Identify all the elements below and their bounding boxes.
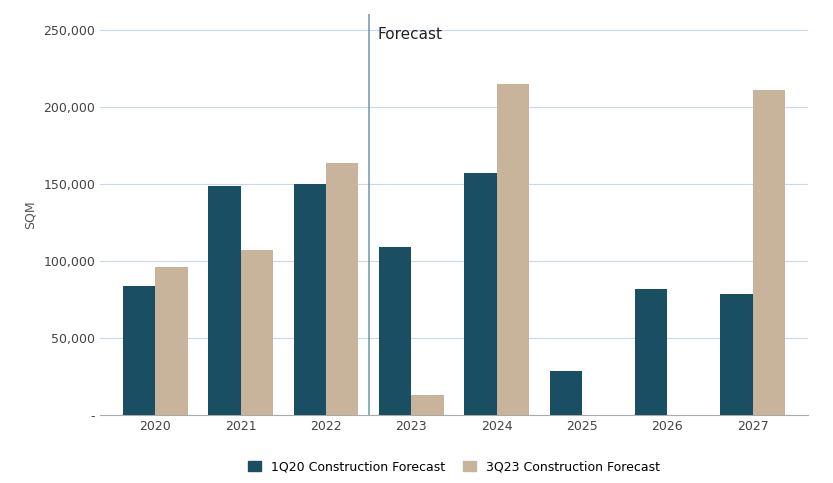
Text: Forecast: Forecast [377,27,442,42]
Y-axis label: SQM: SQM [23,200,37,229]
Bar [156,268,187,415]
Legend: 1Q20 Construction Forecast, 3Q23 Construction Forecast: 1Q20 Construction Forecast, 3Q23 Constru… [248,460,660,473]
Bar [379,247,412,415]
Bar [550,370,582,415]
Bar [293,184,326,415]
Bar [241,250,273,415]
Bar [752,90,785,415]
Bar [496,84,529,415]
Bar [123,286,156,415]
Bar [721,294,752,415]
Bar [635,289,667,415]
Bar [326,162,358,415]
Bar [208,185,241,415]
Bar [412,395,444,415]
Bar [464,173,496,415]
